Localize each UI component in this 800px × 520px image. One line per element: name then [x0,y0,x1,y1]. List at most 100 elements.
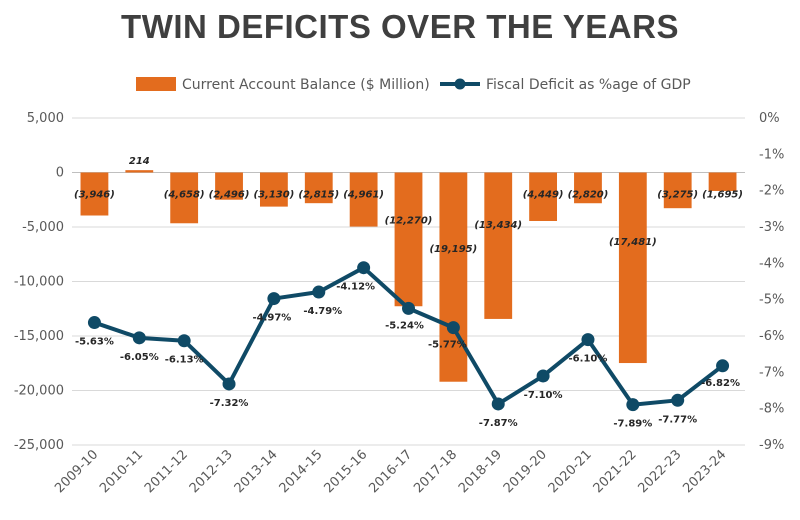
bar-data-label: (4,961) [343,190,384,201]
bar [574,172,602,204]
bar [394,172,423,307]
bar [125,170,154,173]
bar-data-label: (3,275) [657,190,698,201]
bar [80,172,109,216]
line-data-label: -7.77% [658,414,697,425]
bar [708,172,737,191]
x-tick-label: 2015-16 [321,447,370,496]
x-tick-label: 2009-10 [52,447,101,496]
line-data-label: -6.05% [120,352,159,363]
line-point [312,285,326,299]
legend-label-bars: Current Account Balance ($ Million) [182,77,430,93]
line-point [716,359,730,373]
right-tick-label: -7% [759,365,784,380]
bar-data-label: (17,481) [609,237,657,248]
line-point [581,333,595,347]
left-tick-label: -20,000 [14,384,64,399]
x-tick-label: 2012-13 [187,447,236,496]
line-data-label: -7.10% [524,390,563,401]
line-data-label: -5.63% [75,337,114,348]
line-series [87,261,730,412]
x-tick-label: 2018-19 [456,447,505,496]
bar-data-label: (2,820) [568,190,609,201]
x-tick-label: 2013-14 [232,447,281,496]
line-point [626,398,640,412]
line-point [357,261,371,275]
x-tick-label: 2021-22 [591,447,640,496]
line-point [491,397,505,411]
line-point [132,331,146,345]
line-data-label: -6.82% [701,378,740,389]
bar [304,172,333,204]
bar-data-label: (2,496) [209,190,250,201]
right-tick-label: 0% [759,111,780,126]
line-point [671,393,685,407]
bar [349,172,378,227]
legend: Current Account Balance ($ Million) Fisca… [136,77,691,93]
bar-data-label: (12,270) [385,215,433,226]
line-data-label: -7.87% [479,418,518,429]
legend-swatch-bars [136,77,176,91]
bar [663,172,692,209]
bar-data-label: (13,434) [474,220,522,231]
bar-data-label: (3,946) [74,190,115,201]
legend-label-line: Fiscal Deficit as %age of GDP [486,77,691,93]
bar-series [80,170,737,382]
line-data-label: -7.89% [613,419,652,430]
left-tick-label: 0 [56,166,64,181]
line-data-label: -5.24% [385,320,424,331]
bar [215,172,243,200]
bar-data-label: (4,449) [523,190,564,201]
bar [618,172,647,364]
left-tick-label: -15,000 [14,329,64,344]
x-axis: 2009-102010-112011-122012-132013-142014-… [52,447,729,496]
line-point [402,301,415,315]
bar [170,172,199,224]
right-tick-label: -1% [759,147,784,162]
x-tick-label: 2020-21 [546,447,595,496]
x-tick-label: 2010-11 [97,447,146,496]
line-data-label: -7.32% [210,398,249,409]
bar-data-label: 214 [129,156,150,167]
line-data-label: -6.10% [569,354,608,365]
bar-data-label: (19,195) [429,244,477,255]
line-point [267,292,281,306]
bar-data-label: (2,815) [298,190,339,201]
line-point [446,321,460,335]
right-tick-label: -9% [759,438,784,453]
line-data-label: -4.79% [303,306,342,317]
bar-data-label: (3,130) [254,190,295,201]
line-data-label: -5.77% [428,340,467,351]
legend-swatch-marker [454,78,466,90]
right-tick-label: -3% [759,220,784,235]
left-axis: 5,000 0 -5,000 -10,000 -15,000 -20,000 -25,000 [14,111,64,453]
bar-data-label: (1,695) [702,190,743,201]
line-point [177,334,191,348]
x-tick-label: 2019-20 [501,447,550,496]
data-labels: (3,946) 214 (4,658) (2,496) (3,130) (2,815) (4… [74,156,743,430]
right-tick-label: -6% [759,329,784,344]
x-tick-label: 2022-23 [636,447,685,496]
right-tick-label: -2% [759,184,784,199]
bar [484,172,513,319]
bar-data-label: (4,658) [164,190,205,201]
line-data-label: -4.97% [252,313,291,324]
x-tick-label: 2014-15 [277,447,326,496]
bar [529,172,558,221]
line-point [222,377,236,391]
line-point [536,369,550,383]
left-tick-label: 5,000 [27,111,64,126]
right-axis: 0% -1% -2% -3% -4% -5% -6% -7% -8% -9% [759,111,784,453]
line-point [87,316,101,330]
left-tick-label: -25,000 [14,438,64,453]
left-tick-label: -5,000 [22,220,64,235]
right-tick-label: -4% [759,256,784,271]
line-data-label: -6.13% [165,355,204,366]
chart-title: TWIN DEFICITS OVER THE YEARS [121,8,679,45]
x-tick-label: 2017-18 [411,447,460,496]
line-data-label: -4.12% [336,282,375,293]
left-tick-label: -10,000 [14,275,64,290]
x-tick-label: 2011-12 [142,447,191,496]
bar [259,172,288,207]
